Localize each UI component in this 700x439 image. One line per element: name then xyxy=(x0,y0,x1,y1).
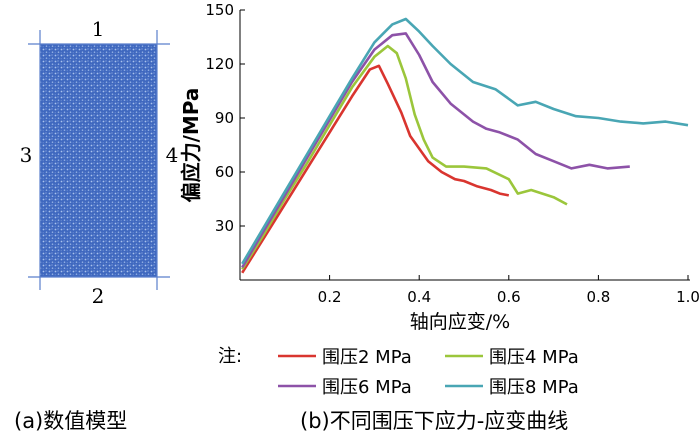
chart-caption: (b)不同围压下应力-应变曲线 xyxy=(300,409,568,433)
legend-label-4: 围压8 MPa xyxy=(489,377,579,398)
x-tick-label: 0.4 xyxy=(407,288,431,306)
boundary-label-left: 3 xyxy=(20,143,33,167)
legend-label-2: 围压4 MPa xyxy=(489,347,579,368)
y-tick-label: 30 xyxy=(215,217,234,235)
series-line-1 xyxy=(241,64,510,274)
y-tick-label: 90 xyxy=(215,109,234,127)
y-tick-label: 150 xyxy=(205,1,234,19)
series-line-3 xyxy=(241,32,630,269)
series-line-2 xyxy=(241,44,568,270)
y-tick-label: 60 xyxy=(215,163,234,181)
x-tick-label: 0.8 xyxy=(586,288,610,306)
legend-label-1: 围压2 MPa xyxy=(322,347,412,368)
stress-strain-chart: 偏应力/MPa 轴向应变/% 0.2 0.4 0.6 0.8 1.0 30 60 90 120 1… xyxy=(179,1,700,333)
legend: 注: 围压2 MPa 围压4 MPa 围压6 MPa 围压8 MPa xyxy=(218,346,579,398)
legend-label-3: 围压6 MPa xyxy=(322,377,412,398)
y-axis-label: 偏应力/MPa xyxy=(179,88,203,203)
series-line-4 xyxy=(241,17,689,265)
legend-note: 注: xyxy=(218,346,242,367)
model-caption: (a)数值模型 xyxy=(14,409,127,433)
x-tick-label: 0.2 xyxy=(318,288,342,306)
x-tick-label: 1.0 xyxy=(676,288,700,306)
boundary-label-top: 1 xyxy=(92,17,105,41)
y-tick-label: 120 xyxy=(205,55,234,73)
model-specimen xyxy=(40,44,157,277)
x-tick-label: 0.6 xyxy=(497,288,521,306)
boundary-label-right: 4 xyxy=(166,143,179,167)
x-axis-label: 轴向应变/% xyxy=(410,311,510,333)
boundary-label-bottom: 2 xyxy=(92,284,105,308)
numerical-model: 1 2 3 4 xyxy=(20,17,179,308)
